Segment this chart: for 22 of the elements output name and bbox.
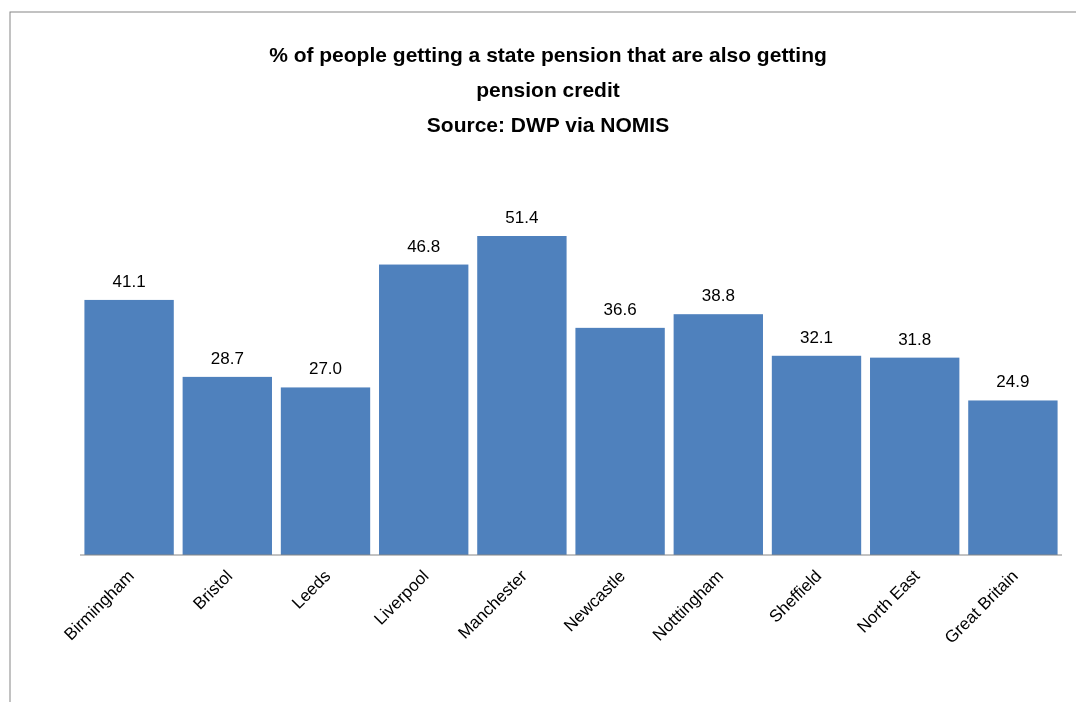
bar [968,400,1058,555]
data-label: 32.1 [799,327,834,347]
bar [182,376,272,555]
data-label: 41.1 [112,271,146,291]
data-label: 24.9 [996,372,1030,392]
data-label: 38.8 [701,286,735,306]
bar [477,236,567,555]
chart-title: % of people getting a state pension that are also getting pension credit [269,43,827,101]
bar [870,357,960,555]
data-label: 36.6 [603,299,637,319]
data-label: 27.0 [308,359,343,379]
data-label: 46.8 [407,236,441,256]
bar [84,299,174,555]
source-note: Source: DWP via NOMIS [426,113,670,136]
data-label: 31.8 [898,329,932,349]
bar [280,387,371,555]
data-label: 51.4 [505,208,539,227]
bar [771,355,862,555]
bar [575,327,665,555]
data-label: 28.7 [210,348,244,368]
bar [673,314,763,555]
bar [379,264,469,555]
